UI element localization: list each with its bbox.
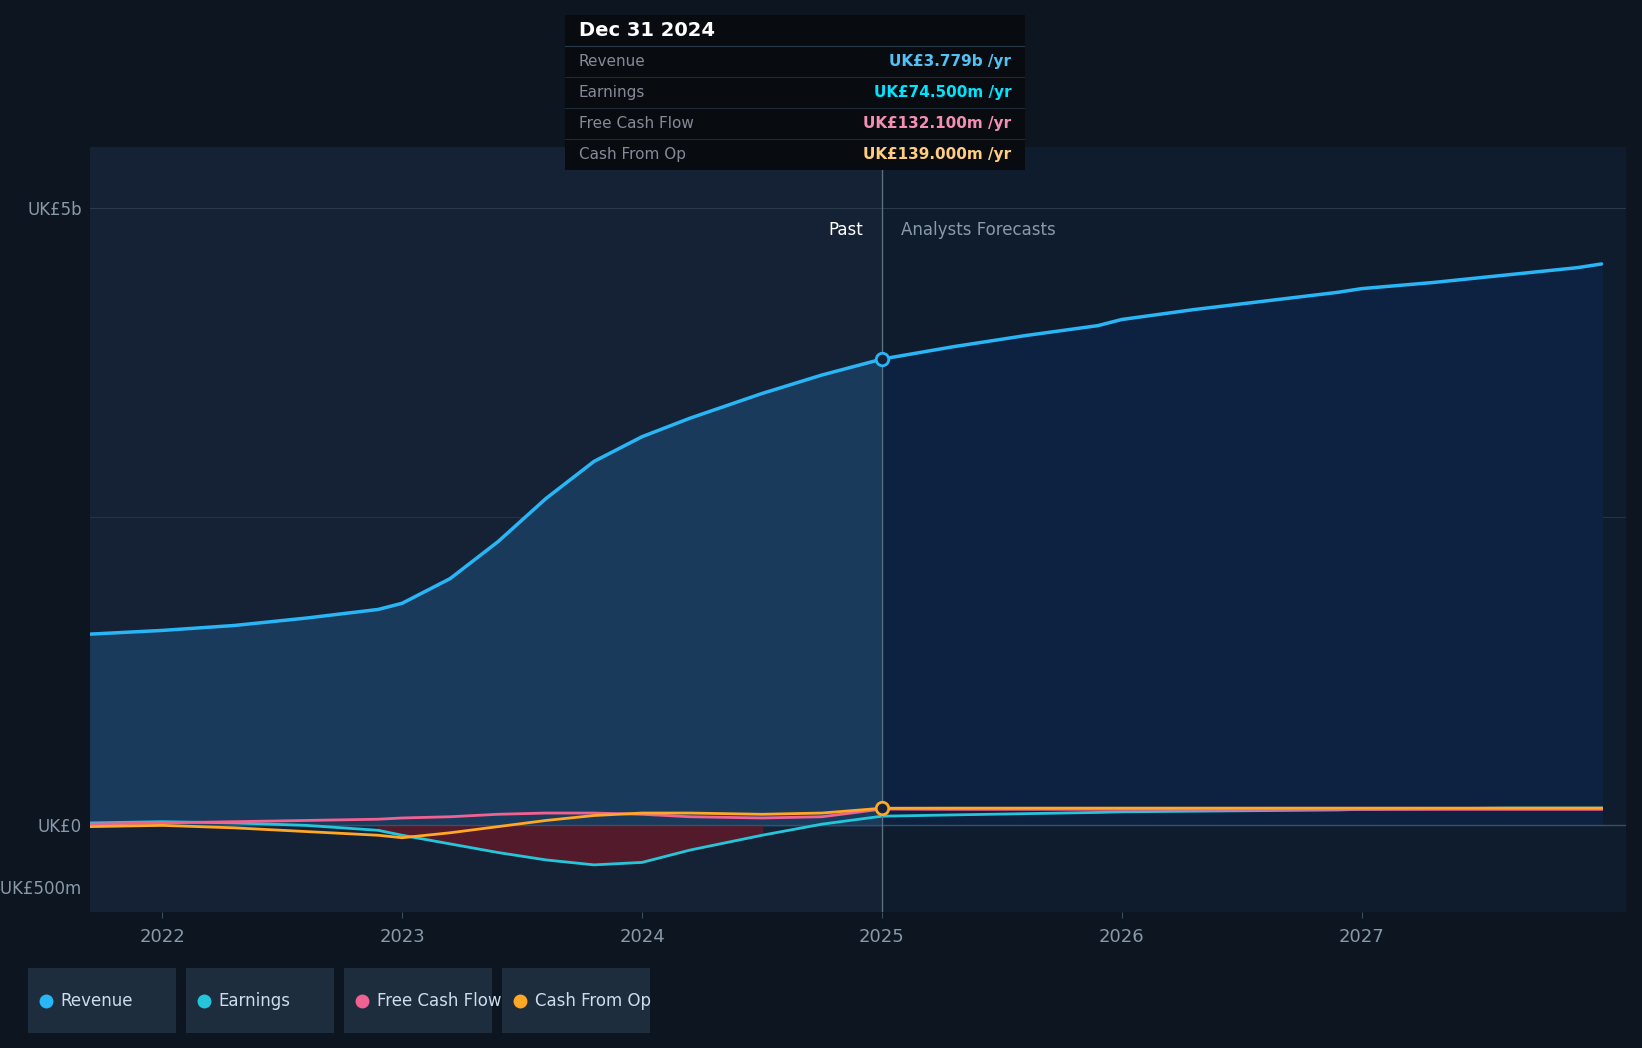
Text: Free Cash Flow: Free Cash Flow	[578, 116, 693, 131]
Text: Revenue: Revenue	[578, 54, 645, 69]
Bar	[882, 147, 1626, 912]
Text: Cash From Op: Cash From Op	[535, 991, 650, 1009]
Text: Past: Past	[828, 221, 862, 239]
Text: Earnings: Earnings	[578, 85, 645, 100]
Text: UK£132.100m /yr: UK£132.100m /yr	[864, 116, 1011, 131]
Text: UK£139.000m /yr: UK£139.000m /yr	[864, 147, 1011, 162]
Bar	[90, 147, 882, 912]
Text: Dec 31 2024: Dec 31 2024	[578, 21, 714, 40]
Text: Analysts Forecasts: Analysts Forecasts	[901, 221, 1056, 239]
Text: Cash From Op: Cash From Op	[578, 147, 686, 162]
Text: Earnings: Earnings	[218, 991, 291, 1009]
Text: UK£3.779b /yr: UK£3.779b /yr	[890, 54, 1011, 69]
Text: Free Cash Flow: Free Cash Flow	[376, 991, 501, 1009]
Text: Revenue: Revenue	[61, 991, 133, 1009]
Text: UK£74.500m /yr: UK£74.500m /yr	[874, 85, 1011, 100]
